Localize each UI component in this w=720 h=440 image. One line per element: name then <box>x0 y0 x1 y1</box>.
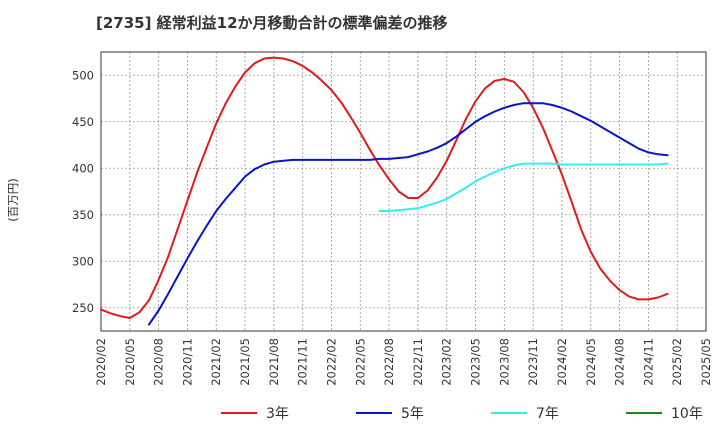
chart-title: [2735] 経常利益12か月移動合計の標準偏差の推移 <box>96 14 448 32</box>
x-tick-label: 2021/02 <box>209 338 223 386</box>
x-tick-label: 2023/08 <box>497 338 511 386</box>
legend-label: 7年 <box>536 406 559 422</box>
x-tick-label: 2024/11 <box>641 338 655 386</box>
x-tick-label: 2023/02 <box>440 338 454 386</box>
x-tick-label: 2020/05 <box>123 338 137 386</box>
x-tick-label: 2024/05 <box>584 338 598 386</box>
legend: 3年 5年 7年 10年 <box>221 406 703 422</box>
x-tick-label: 2022/08 <box>382 338 396 386</box>
x-tick-label: 2023/05 <box>469 338 483 386</box>
x-tick-label: 2021/05 <box>238 338 252 386</box>
plot-frame <box>100 51 707 332</box>
x-tick-label: 2024/02 <box>555 338 569 386</box>
series-line <box>100 56 669 319</box>
legend-label: 5年 <box>401 406 424 422</box>
x-axis-ticks: 2020/02 2020/05 2020/08 2020/11 2021/02 2021/… <box>94 338 713 386</box>
y-axis-label: (百万円) <box>6 178 20 221</box>
series-line <box>378 162 669 212</box>
y-tick-label: 400 <box>72 161 94 175</box>
x-tick-label: 2024/08 <box>613 338 627 386</box>
y-tick-label: 350 <box>72 208 94 222</box>
y-tick-label: 500 <box>72 68 94 82</box>
series-line <box>148 102 669 326</box>
x-tick-label: 2020/11 <box>180 338 194 386</box>
x-tick-label: 2021/08 <box>267 338 281 386</box>
x-tick-label: 2020/08 <box>152 338 166 386</box>
x-tick-label: 2025/02 <box>670 338 684 386</box>
y-tick-label: 250 <box>72 301 94 315</box>
x-tick-label: 2023/11 <box>526 338 540 386</box>
x-tick-label: 2020/02 <box>94 338 108 386</box>
y-tick-label: 300 <box>72 254 94 268</box>
x-tick-label: 2022/05 <box>353 338 367 386</box>
x-tick-label: 2022/11 <box>411 338 425 386</box>
x-tick-label: 2025/05 <box>699 338 713 386</box>
x-tick-label: 2022/02 <box>324 338 338 386</box>
legend-label: 10年 <box>671 406 703 422</box>
series-lines <box>100 56 669 326</box>
y-axis-ticks: 250 300 350 400 450 500 <box>72 68 94 315</box>
grid-lines <box>100 52 707 331</box>
y-tick-label: 450 <box>72 115 94 129</box>
legend-label: 3年 <box>266 406 289 422</box>
x-tick-label: 2021/11 <box>296 338 310 386</box>
